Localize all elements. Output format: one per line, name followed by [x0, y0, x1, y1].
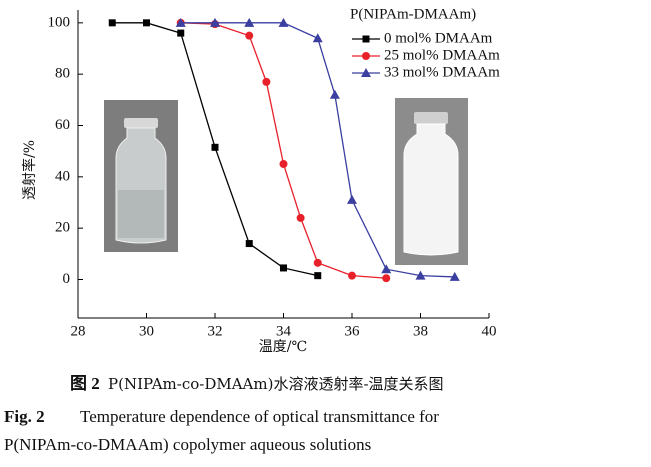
legend-label: 0 mol% DMAAm [384, 30, 493, 46]
marker [245, 240, 253, 248]
marker [143, 19, 150, 27]
caption-en-text: Temperature dependence of optical transm… [80, 407, 439, 426]
marker [415, 270, 426, 280]
caption-cn-label: 图 2 [70, 374, 100, 393]
y-tick-label: 80 [55, 66, 70, 82]
marker [449, 271, 460, 281]
marker [245, 31, 254, 40]
series-line [180, 22, 455, 278]
y-tick-label: 100 [48, 14, 71, 30]
marker [314, 272, 322, 280]
x-tick-label: 28 [71, 323, 86, 339]
x-tick-label: 32 [208, 323, 223, 339]
marker [210, 17, 220, 27]
x-tick-label: 38 [413, 323, 428, 339]
marker [361, 68, 371, 77]
caption-en-text-2: P(NIPAm-co-DMAAm) copolymer aqueous solu… [4, 435, 371, 454]
photo-clear [104, 100, 178, 252]
legend-title: P(NIPAm-DMAAm) [350, 6, 476, 22]
marker [347, 194, 357, 204]
y-tick-label: 60 [55, 117, 70, 133]
legend-label: 33 mol% DMAAm [384, 64, 500, 80]
marker [262, 77, 271, 86]
marker [329, 89, 340, 99]
marker [382, 274, 391, 283]
y-tick-label: 0 [63, 271, 71, 287]
y-tick-label: 40 [55, 168, 70, 184]
marker [381, 264, 392, 274]
x-tick-label: 34 [276, 323, 292, 339]
marker [175, 17, 186, 27]
marker [296, 213, 305, 222]
marker [108, 19, 116, 27]
x-tick-label: 30 [139, 323, 154, 339]
x-tick-label: 40 [482, 323, 497, 339]
caption-en-label: Fig. 2 [4, 407, 45, 426]
marker [177, 29, 185, 37]
marker [362, 52, 370, 60]
x-tick-label: 36 [345, 323, 361, 339]
marker [312, 33, 323, 43]
marker [348, 271, 356, 280]
marker [211, 143, 219, 151]
marker [313, 258, 322, 267]
marker [278, 17, 289, 27]
y-tick-label: 20 [55, 220, 70, 236]
photo-turbid [395, 98, 468, 265]
caption-cn-text: P(NIPAm-co-DMAAm)水溶液透射率-温度关系图 [108, 375, 444, 393]
legend-label: 25 mol% DMAAm [384, 47, 500, 63]
marker [362, 35, 370, 43]
x-axis-label: 温度/℃ [259, 339, 307, 355]
marker [280, 264, 287, 272]
marker [279, 160, 288, 168]
marker [244, 17, 255, 27]
y-axis-label: 透射率/% [21, 140, 38, 200]
